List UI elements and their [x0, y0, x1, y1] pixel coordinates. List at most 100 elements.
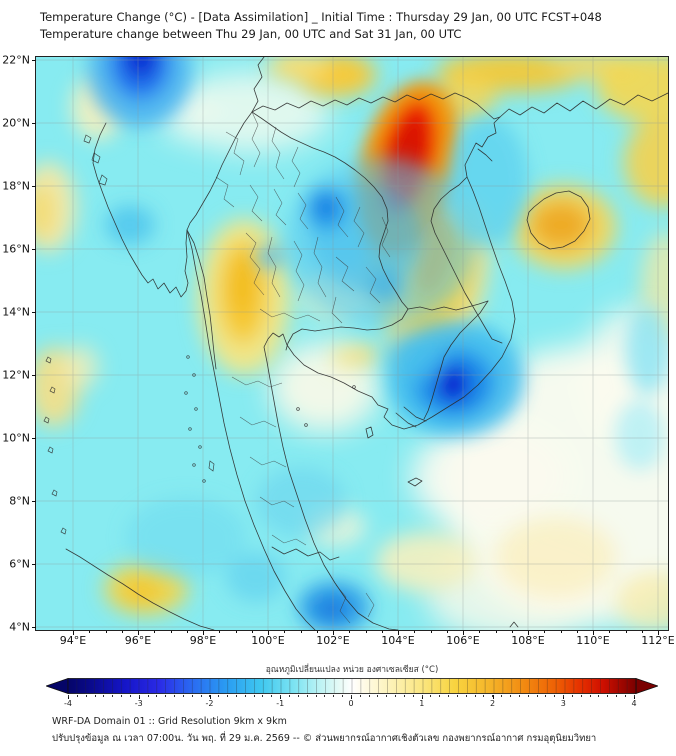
- tick-mark: [68, 695, 69, 699]
- tick-mark: [209, 695, 211, 697]
- tick-mark: [94, 695, 96, 697]
- tick-mark: [32, 501, 36, 502]
- tick-mark: [544, 631, 546, 633]
- tick-mark: [32, 249, 36, 250]
- tick-mark: [518, 695, 520, 697]
- tick-mark: [280, 695, 282, 697]
- tick-mark: [324, 695, 326, 697]
- tick-mark: [381, 631, 383, 633]
- tick-mark: [103, 695, 105, 697]
- tick-mark: [300, 631, 302, 633]
- tick-mark: [446, 631, 448, 633]
- x-tick-label: 102°E: [316, 634, 350, 647]
- tick-mark: [315, 695, 317, 697]
- tick-mark: [165, 695, 167, 697]
- tick-mark: [138, 631, 139, 635]
- tick-mark: [386, 695, 388, 697]
- colorbar-tick-label: 2: [489, 699, 496, 708]
- tick-mark: [439, 695, 441, 697]
- cooling-regions: [88, 57, 668, 630]
- tick-mark: [560, 631, 562, 633]
- tick-mark: [170, 631, 172, 633]
- tick-mark: [262, 695, 264, 697]
- tick-mark: [403, 695, 405, 697]
- tick-mark: [32, 627, 36, 628]
- tick-mark: [203, 631, 204, 635]
- tick-mark: [634, 695, 635, 699]
- tick-mark: [511, 631, 513, 633]
- tick-mark: [129, 695, 131, 697]
- y-tick-label: 14°N: [2, 305, 30, 319]
- tick-mark: [289, 695, 290, 697]
- tick-mark: [350, 695, 352, 697]
- x-axis-labels: 94°E 96°E 98°E 100°E 102°E 104°E 106°E 108°E 110…: [36, 634, 675, 650]
- tick-mark: [349, 631, 351, 633]
- footer-credit: ปรับปรุงข้อมูล ณ เวลา 07:00น. วัน พฤ. ที…: [52, 733, 597, 744]
- tick-mark: [545, 695, 547, 697]
- colorbar-tick-label: -1: [276, 699, 285, 708]
- tick-mark: [218, 695, 220, 697]
- tick-mark: [333, 695, 335, 697]
- tick-mark: [203, 631, 204, 633]
- graticule-gridlines: [36, 57, 668, 630]
- tick-mark: [32, 312, 36, 313]
- tick-mark: [398, 631, 399, 635]
- tick-mark: [333, 631, 334, 635]
- y-tick-label: 18°N: [2, 179, 30, 193]
- tick-mark: [474, 695, 476, 697]
- tick-mark: [563, 695, 565, 699]
- tick-mark: [554, 695, 556, 697]
- colorbar-minor-ticks: [68, 695, 636, 698]
- tick-mark: [430, 631, 432, 633]
- colorbar-tick-labels: -4 -3 -2 -1 0 1 2 3 4: [46, 699, 658, 711]
- islands: [43, 134, 356, 535]
- x-axis-major-ticks: [36, 631, 668, 636]
- tick-mark: [280, 695, 282, 699]
- tick-mark: [430, 695, 432, 697]
- map-subtitle: Temperature change between Thu 29 Jan, 0…: [40, 27, 462, 41]
- tick-mark: [32, 438, 36, 439]
- tick-mark: [351, 695, 352, 699]
- tick-mark: [32, 186, 36, 187]
- tick-mark: [121, 631, 123, 633]
- colorbar-tick-label: 4: [631, 699, 637, 708]
- colorbar-tick-label: 1: [419, 699, 425, 708]
- tick-mark: [589, 695, 591, 697]
- tick-mark: [593, 631, 594, 633]
- x-tick-label: 96°E: [124, 634, 152, 647]
- tick-mark: [492, 695, 494, 697]
- tick-mark: [112, 695, 114, 697]
- tick-mark: [501, 695, 503, 697]
- tick-mark: [576, 631, 578, 633]
- tick-mark: [32, 564, 36, 565]
- tick-mark: [536, 695, 538, 697]
- tick-mark: [227, 695, 229, 697]
- tick-mark: [244, 695, 246, 697]
- tick-mark: [186, 631, 188, 633]
- colorbar-tick-label: 3: [560, 699, 566, 708]
- tick-mark: [421, 695, 423, 697]
- colorbar: [46, 678, 658, 694]
- tick-mark: [368, 695, 370, 697]
- country-borders: [65, 57, 668, 630]
- tick-mark: [105, 631, 107, 633]
- y-tick-label: 8°N: [9, 494, 30, 508]
- y-tick-label: 4°N: [9, 620, 30, 634]
- tick-mark: [414, 631, 416, 633]
- tick-mark: [209, 695, 211, 699]
- tick-mark: [616, 695, 618, 697]
- tick-mark: [633, 695, 635, 697]
- tick-mark: [563, 695, 565, 697]
- tick-mark: [359, 695, 361, 697]
- colorbar-left-arrow: [46, 678, 69, 694]
- tick-mark: [483, 695, 485, 697]
- tick-mark: [235, 631, 237, 633]
- map-plot-area: [35, 56, 669, 631]
- x-tick-label: 106°E: [446, 634, 480, 647]
- tick-mark: [527, 695, 529, 697]
- tick-mark: [463, 631, 464, 633]
- tick-mark: [156, 695, 158, 697]
- x-tick-label: 94°E: [59, 634, 87, 647]
- colorbar-gradient: [67, 678, 637, 694]
